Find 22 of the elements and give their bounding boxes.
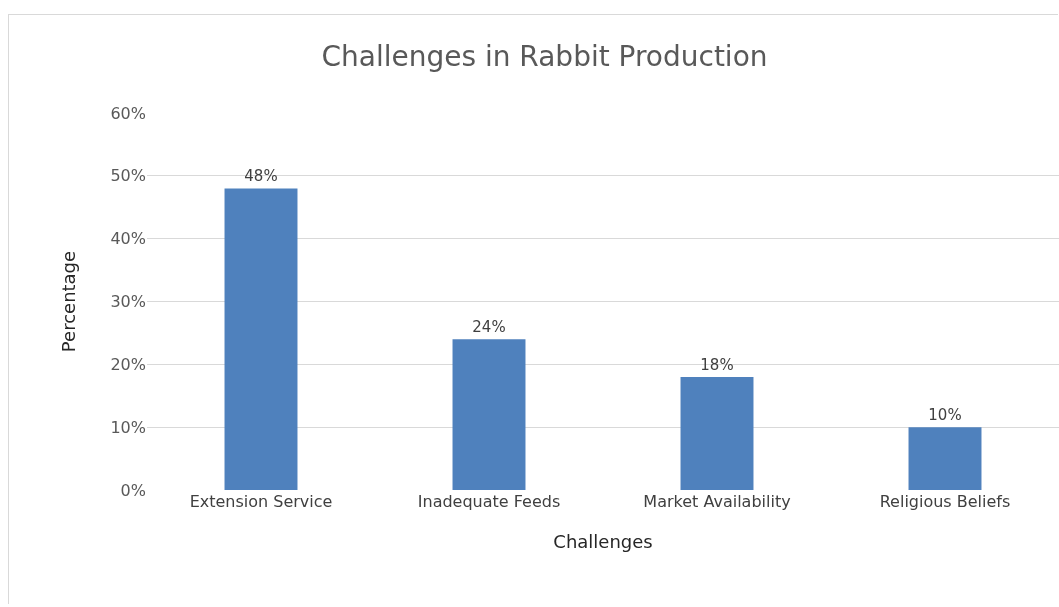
bar (224, 188, 298, 490)
x-tick-label: Religious Beliefs (879, 492, 1011, 511)
y-tick-label: 30% (110, 292, 146, 312)
y-tick-label: 0% (120, 480, 146, 500)
data-label: 24% (472, 318, 506, 337)
chart-title: Challenges in Rabbit Production (321, 40, 768, 74)
y-tick-label: 20% (110, 354, 146, 374)
y-tick-label: 10% (110, 417, 146, 437)
y-tick-label: 60% (110, 103, 146, 123)
x-axis-title: Challenges (553, 531, 653, 553)
data-label: 10% (928, 406, 962, 425)
bar (452, 339, 526, 490)
y-axis-title: Percentage (57, 250, 79, 353)
x-tick-label: Extension Service (189, 492, 333, 511)
bar (680, 376, 754, 490)
bar (908, 427, 982, 490)
y-tick-label: 40% (110, 229, 146, 249)
data-label: 48% (244, 167, 278, 186)
x-tick-label: Inadequate Feeds (417, 492, 561, 511)
x-tick-label: Market Availability (643, 492, 791, 511)
data-label: 18% (700, 355, 734, 374)
y-tick-label: 50% (110, 166, 146, 186)
